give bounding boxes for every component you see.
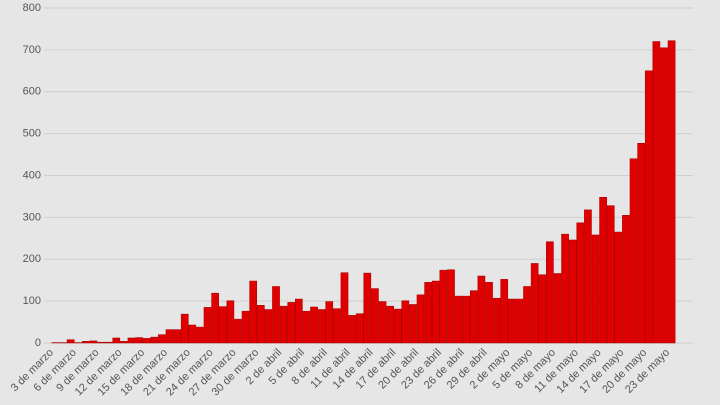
bar (158, 334, 166, 344)
bar (279, 305, 288, 344)
bar (287, 302, 296, 344)
bar (469, 290, 478, 344)
y-tick-label: 500 (23, 128, 41, 140)
bar (599, 197, 607, 344)
bar (568, 239, 577, 344)
bar (211, 292, 219, 344)
bar (591, 234, 600, 344)
bar (401, 300, 410, 344)
bar (424, 282, 432, 344)
bar (317, 309, 326, 344)
y-tick-label: 600 (23, 86, 41, 98)
bar (196, 326, 204, 344)
bar (264, 309, 273, 344)
bar (553, 273, 562, 344)
bar (82, 341, 90, 344)
bar (523, 286, 531, 344)
bar (355, 313, 364, 344)
bar (637, 143, 645, 344)
bar (348, 315, 356, 344)
bar (431, 280, 440, 344)
bar (652, 41, 661, 344)
bar (120, 341, 128, 344)
bar (173, 329, 181, 344)
bar (188, 324, 197, 344)
bar (447, 269, 455, 344)
bar (378, 301, 387, 344)
bar (272, 286, 280, 344)
bar (112, 337, 121, 344)
bar (363, 272, 372, 344)
bar (127, 337, 136, 344)
bar (576, 222, 585, 344)
bar (150, 336, 159, 344)
bar (416, 294, 425, 344)
bar (97, 341, 105, 344)
bar (165, 329, 174, 344)
bar (393, 308, 402, 344)
y-tick-label: 300 (23, 211, 41, 223)
bar (135, 337, 143, 344)
bar (203, 307, 212, 344)
y-tick-label: 700 (23, 44, 41, 56)
bar (538, 274, 547, 344)
y-tick-label: 100 (23, 295, 41, 307)
bar (371, 288, 379, 344)
y-tick-label: 400 (23, 169, 41, 181)
bar (614, 231, 623, 344)
bar (622, 215, 630, 344)
y-tick-label: 0 (35, 337, 41, 349)
bar (644, 70, 653, 344)
bar (439, 269, 448, 344)
bar (667, 40, 676, 344)
bar (226, 300, 235, 344)
bar (485, 282, 493, 344)
bar (66, 339, 75, 344)
bar (500, 279, 509, 344)
bar (629, 158, 638, 344)
bar (508, 298, 516, 344)
bar (142, 338, 151, 344)
bar (584, 209, 592, 344)
bar (249, 280, 258, 344)
bar (492, 297, 501, 344)
bar (515, 298, 524, 344)
bar (530, 263, 539, 344)
bar (180, 313, 189, 344)
bar (454, 295, 463, 344)
bar (333, 308, 341, 344)
bar (89, 340, 98, 344)
bar (409, 304, 417, 344)
bar (660, 47, 668, 344)
bar (325, 301, 334, 344)
bar (386, 305, 394, 344)
bar (606, 205, 615, 344)
y-tick-label: 200 (23, 253, 41, 265)
bar (462, 295, 471, 344)
bar (295, 298, 303, 344)
bar (256, 305, 265, 344)
bar (340, 272, 349, 344)
bar (310, 306, 318, 344)
bar (104, 341, 113, 344)
bar (241, 310, 250, 344)
bar (546, 241, 554, 344)
bar (218, 306, 227, 344)
bar (302, 310, 311, 344)
bar (477, 275, 486, 344)
y-tick-label: 800 (23, 2, 41, 14)
bar (561, 233, 569, 344)
bar (234, 318, 242, 344)
